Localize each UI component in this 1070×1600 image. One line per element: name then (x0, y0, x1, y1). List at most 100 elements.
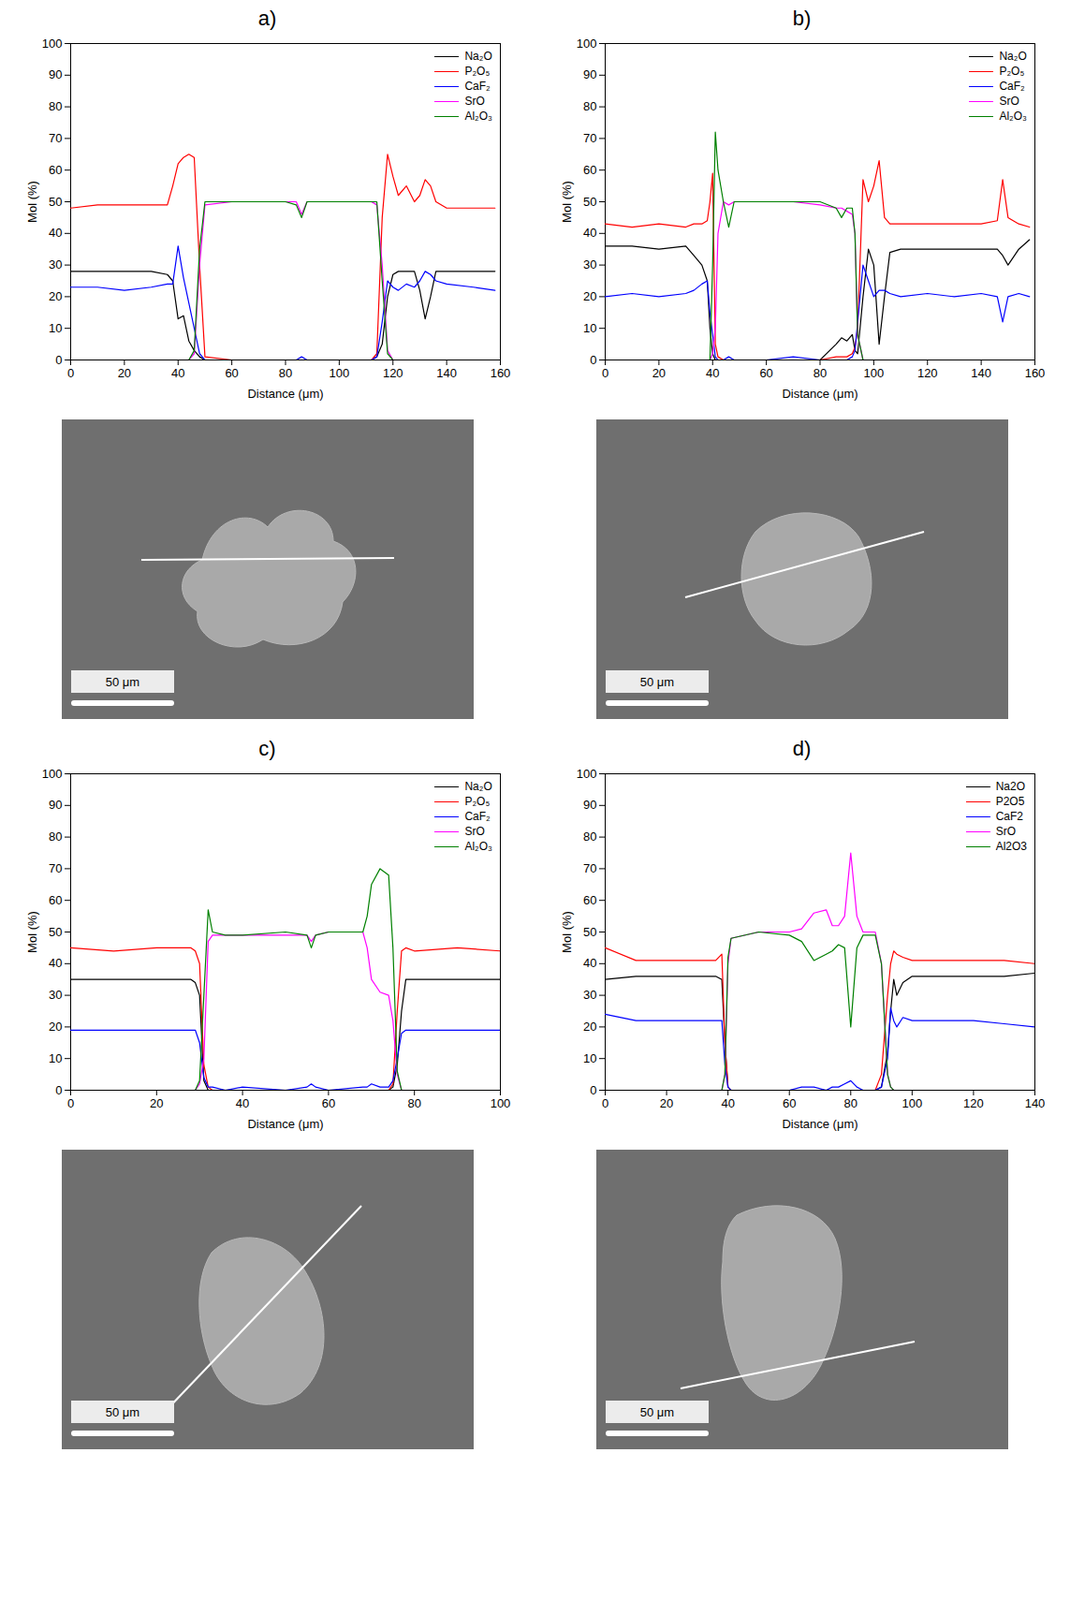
svg-text:80: 80 (813, 366, 827, 381)
html-text:c): c) (258, 736, 276, 761)
svg-text:100: 100 (42, 766, 63, 781)
svg-text:Mol (%): Mol (%) (559, 180, 574, 223)
svg-text:0: 0 (55, 352, 62, 367)
svg-text:Distance (μm): Distance (μm) (781, 386, 858, 401)
svg-text:20: 20 (652, 366, 666, 381)
svg-text:140: 140 (436, 366, 457, 381)
svg-text:Mol (%): Mol (%) (25, 180, 40, 223)
svg-text:160: 160 (490, 366, 512, 381)
svg-text:60: 60 (224, 366, 238, 381)
svg-text:20: 20 (117, 366, 132, 381)
svg-text:100: 100 (902, 1096, 924, 1111)
html-text:SrO: SrO (464, 94, 485, 108)
svg-text:30: 30 (583, 257, 597, 272)
svg-text:90: 90 (583, 797, 597, 812)
svg-text:10: 10 (48, 1051, 62, 1066)
html-text:CaF₂: CaF₂ (464, 79, 491, 93)
svg-text:40: 40 (583, 955, 597, 970)
html-text:CaF₂: CaF₂ (999, 79, 1025, 93)
svg-text:20: 20 (48, 289, 62, 304)
html-text:P₂O₅: P₂O₅ (999, 64, 1025, 78)
svg-text:120: 120 (917, 366, 939, 381)
svg-text:30: 30 (48, 257, 62, 272)
html-text:b): b) (792, 6, 811, 30)
svg-text:Mol (%): Mol (%) (559, 910, 574, 953)
html-text:Na₂O: Na₂O (464, 49, 493, 63)
svg-text:70: 70 (48, 861, 62, 876)
svg-text:60: 60 (583, 162, 597, 177)
svg-text:50 μm: 50 μm (639, 674, 674, 689)
svg-text:100: 100 (329, 366, 351, 381)
svg-text:80: 80 (48, 99, 62, 114)
html-text:Al₂O₃: Al₂O₃ (464, 109, 493, 123)
svg-text:80: 80 (583, 829, 597, 844)
svg-text:0: 0 (589, 352, 597, 367)
svg-text:0: 0 (67, 1096, 74, 1111)
svg-text:100: 100 (576, 766, 598, 781)
svg-text:20: 20 (583, 1019, 597, 1034)
svg-text:140: 140 (970, 366, 992, 381)
svg-text:120: 120 (382, 366, 404, 381)
svg-text:50 μm: 50 μm (639, 1405, 674, 1420)
svg-text:100: 100 (490, 1096, 512, 1111)
svg-text:20: 20 (659, 1096, 674, 1111)
svg-text:20: 20 (149, 1096, 163, 1111)
svg-text:100: 100 (864, 366, 885, 381)
svg-text:30: 30 (48, 987, 62, 1002)
svg-text:70: 70 (48, 131, 62, 146)
svg-text:90: 90 (583, 67, 597, 82)
svg-text:80: 80 (407, 1096, 421, 1111)
svg-text:Distance (μm): Distance (μm) (247, 386, 323, 401)
svg-text:Mol (%): Mol (%) (25, 910, 40, 953)
svg-text:60: 60 (322, 1096, 336, 1111)
svg-text:10: 10 (583, 321, 597, 336)
svg-text:100: 100 (576, 36, 598, 51)
html-text:a): a) (258, 6, 277, 30)
svg-text:60: 60 (48, 893, 62, 908)
svg-text:Distance (μm): Distance (μm) (247, 1116, 323, 1131)
svg-text:10: 10 (583, 1051, 597, 1066)
svg-text:140: 140 (1025, 1096, 1046, 1111)
svg-text:50 μm: 50 μm (104, 674, 139, 689)
svg-text:50: 50 (48, 924, 62, 939)
svg-text:60: 60 (782, 1096, 796, 1111)
svg-text:40: 40 (48, 955, 62, 970)
svg-text:100: 100 (42, 36, 63, 51)
svg-text:70: 70 (583, 861, 597, 876)
svg-text:80: 80 (844, 1096, 858, 1111)
svg-text:50: 50 (48, 194, 62, 209)
svg-text:40: 40 (583, 225, 597, 240)
svg-text:40: 40 (171, 366, 185, 381)
svg-text:80: 80 (48, 829, 62, 844)
svg-text:40: 40 (705, 366, 719, 381)
svg-text:40: 40 (720, 1096, 734, 1111)
svg-text:0: 0 (601, 1096, 609, 1111)
svg-text:20: 20 (583, 289, 597, 304)
svg-text:70: 70 (583, 131, 597, 146)
svg-text:80: 80 (583, 99, 597, 114)
svg-text:60: 60 (583, 893, 597, 908)
svg-text:30: 30 (583, 987, 597, 1002)
svg-text:120: 120 (963, 1096, 984, 1111)
svg-text:0: 0 (601, 366, 609, 381)
svg-text:160: 160 (1025, 366, 1046, 381)
svg-text:90: 90 (48, 797, 62, 812)
html-text:Na₂O: Na₂O (999, 49, 1027, 63)
svg-text:10: 10 (48, 321, 62, 336)
svg-text:50: 50 (583, 194, 597, 209)
svg-text:60: 60 (759, 366, 773, 381)
svg-text:0: 0 (55, 1083, 62, 1098)
svg-text:60: 60 (48, 162, 62, 177)
svg-text:0: 0 (67, 366, 74, 381)
svg-text:Distance (μm): Distance (μm) (781, 1116, 858, 1131)
svg-text:40: 40 (235, 1096, 250, 1111)
svg-text:50: 50 (583, 924, 597, 939)
html-text:P₂O₅: P₂O₅ (464, 64, 490, 78)
svg-text:80: 80 (278, 366, 293, 381)
svg-text:0: 0 (589, 1083, 597, 1098)
html-text:d): d) (792, 736, 811, 761)
svg-text:50 μm: 50 μm (104, 1405, 139, 1420)
svg-text:20: 20 (48, 1019, 62, 1034)
svg-text:40: 40 (48, 225, 62, 240)
svg-text:90: 90 (48, 67, 62, 82)
